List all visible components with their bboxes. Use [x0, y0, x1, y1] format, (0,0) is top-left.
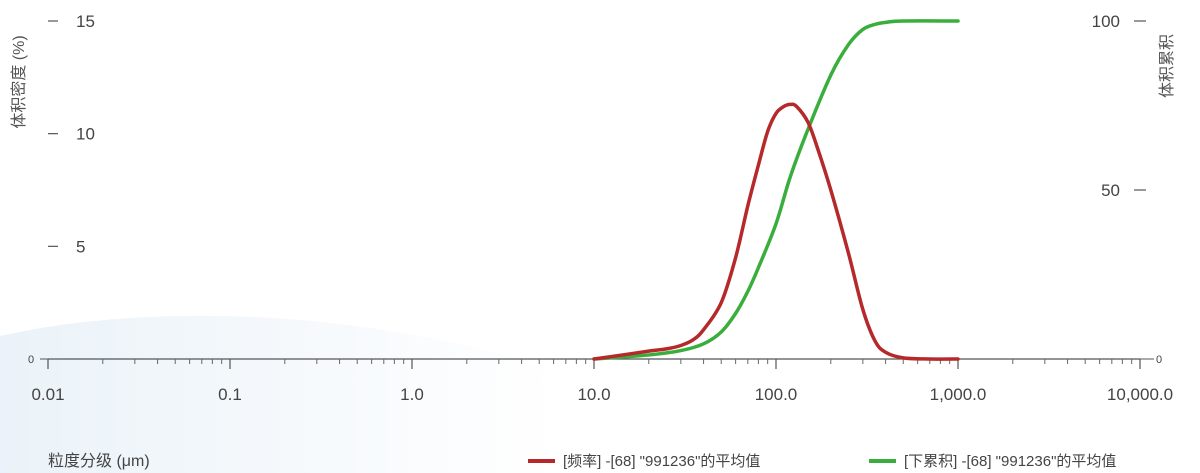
y-left-tick-label: 15 — [76, 12, 95, 31]
x-tick-label: 1,000.0 — [930, 385, 987, 404]
y-right-tick-label: 100 — [1092, 12, 1120, 31]
series — [592, 19, 960, 361]
series-frequency-line — [592, 102, 960, 361]
y-left-tick-label: 10 — [76, 125, 95, 144]
legend: [频率] -[68] "991236"的平均值 [下累积] -[68] "991… — [528, 453, 1116, 470]
series-cumulative-line — [592, 19, 960, 361]
background-swoosh — [0, 315, 560, 473]
y-left-tick-label: 0 — [28, 354, 34, 366]
y-right-tick-label: 0 — [1156, 354, 1162, 366]
x-tick-label: 0.01 — [31, 385, 64, 404]
y-left-tick-label: 5 — [76, 237, 85, 256]
x-tick-label: 100.0 — [755, 385, 798, 404]
y-left-axis-title: 体积密度 (%) — [10, 35, 28, 128]
x-tick-label: 10.0 — [577, 385, 610, 404]
y-right-tick-label: 50 — [1101, 181, 1120, 200]
y-right-axis-title: 体积累积 — [1158, 34, 1176, 98]
x-tick-label: 1.0 — [400, 385, 424, 404]
legend-label-cumulative: [下累积] -[68] "991236"的平均值 — [904, 453, 1116, 470]
x-tick-label: 0.1 — [218, 385, 242, 404]
x-tick-label: 10,000.0 — [1107, 385, 1173, 404]
x-axis-title: 粒度分级 (μm) — [48, 452, 150, 470]
legend-label-frequency: [频率] -[68] "991236"的平均值 — [563, 453, 760, 470]
